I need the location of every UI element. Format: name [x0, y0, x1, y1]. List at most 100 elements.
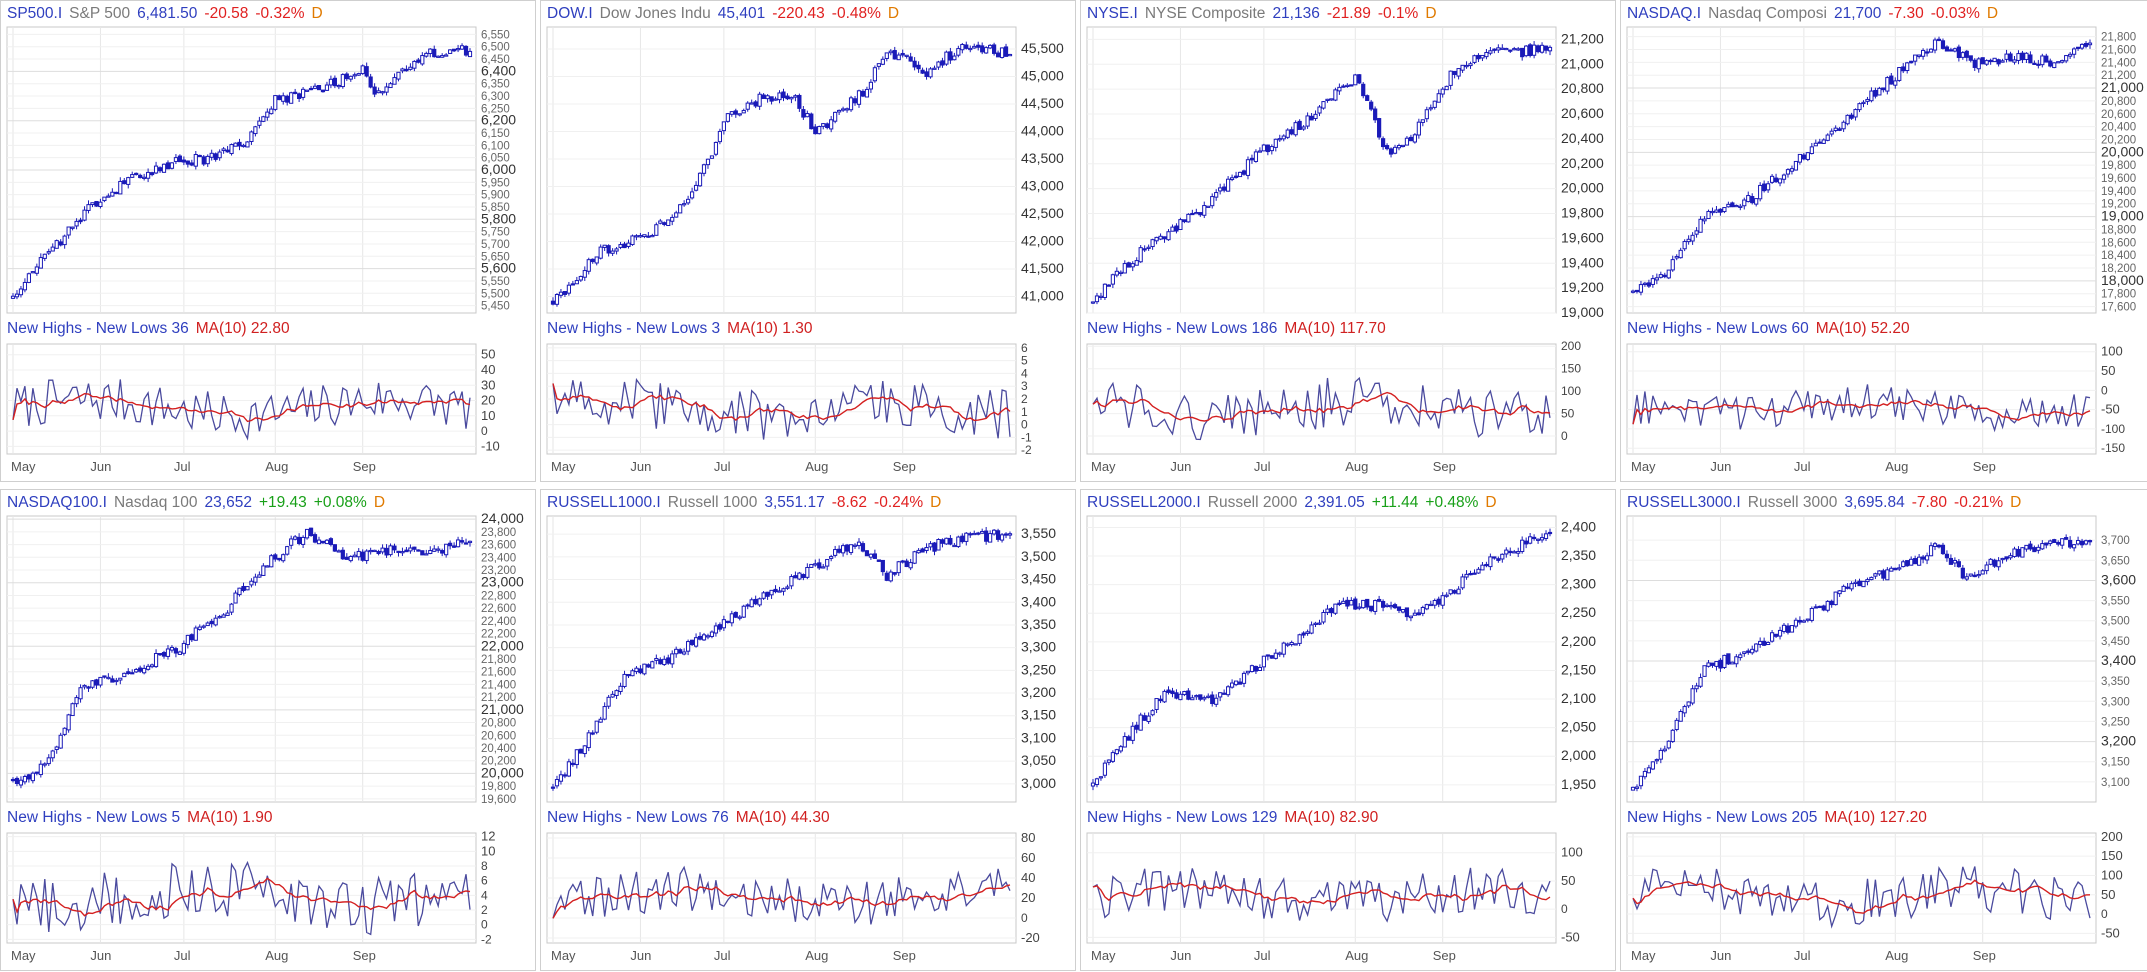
candle-body — [693, 184, 699, 191]
symbol-label[interactable]: NASDAQ.I — [1627, 5, 1702, 22]
price-tick-label: 2,050 — [1561, 719, 1596, 735]
price-tick-label: 23,000 — [481, 574, 524, 590]
month-tick-label: Jun — [1170, 948, 1191, 963]
candle-body — [1162, 236, 1167, 240]
chart-panel-sp500[interactable]: SP500.I S&P 500 6,481.50 -20.58 -0.32% D New H… — [0, 0, 536, 482]
candle-body — [1793, 619, 1799, 627]
candle-body — [801, 109, 806, 118]
candle-body — [1821, 605, 1826, 611]
candle-body — [821, 123, 826, 127]
candle-body — [181, 159, 186, 163]
candle-body — [1984, 564, 1989, 572]
candle-body — [1170, 690, 1175, 695]
candle-body — [1718, 208, 1723, 213]
period-label[interactable]: D — [2010, 494, 2022, 511]
candle-body — [1190, 697, 1195, 701]
candle-body — [658, 220, 663, 224]
candle-body — [1444, 85, 1449, 91]
chart-panel-russell1000[interactable]: RUSSELL1000.I Russell 1000 3,551.17 -8.62 -0… — [540, 489, 1076, 971]
candle-body — [10, 778, 16, 782]
period-label[interactable]: D — [1986, 5, 1999, 22]
symbol-label[interactable]: RUSSELL1000.I — [547, 494, 661, 511]
price-tick-label: 3,150 — [1021, 707, 1056, 723]
candle-body — [1841, 121, 1846, 130]
candle-body — [1730, 202, 1735, 208]
candle-body — [436, 55, 441, 58]
ma10-line — [552, 884, 1011, 919]
period-label[interactable]: D — [1425, 5, 1437, 22]
period-label[interactable]: D — [1485, 494, 1497, 511]
symbol-label[interactable]: RUSSELL2000.I — [1087, 494, 1201, 511]
price-tick-label: 42,500 — [1021, 205, 1064, 221]
candle-body — [1543, 533, 1549, 539]
candle-body — [769, 96, 774, 102]
candle-body — [1662, 748, 1667, 752]
candle-body — [1785, 169, 1791, 175]
chart-svg: May Jun Jul Aug Sep 2,400 2,350 2,300 2,250 2,200… — [1086, 515, 1596, 963]
chart-panel-nasdaq100[interactable]: NASDAQ100.I Nasdaq 100 23,652 +19.43 +0.08% D… — [0, 489, 536, 971]
symbol-label[interactable]: DOW.I — [547, 5, 593, 22]
candle-body — [642, 663, 647, 675]
candle-body — [1007, 533, 1013, 536]
candle-body — [618, 685, 623, 693]
chart-panel-nasdaq[interactable]: NASDAQ.I Nasdaq Composi 21,700 -7.30 -0.03% D… — [1620, 0, 2147, 482]
candle-body — [1106, 759, 1111, 763]
candle-body — [197, 626, 202, 631]
candle-body — [368, 76, 373, 88]
candle-body — [1480, 54, 1485, 59]
candle-body — [948, 51, 953, 61]
last-price: 2,391.05 — [1304, 494, 1365, 511]
candle-body — [765, 591, 770, 597]
month-tick-label: Sep — [353, 948, 376, 963]
chart-panel-nyse[interactable]: NYSE.I NYSE Composite 21,136 -21.89 -0.1% D Ne… — [1080, 0, 1616, 482]
candle-body — [1869, 90, 1874, 102]
candle-body — [177, 155, 183, 163]
nhnl-tick-label: 20 — [481, 393, 495, 408]
candle-body — [273, 554, 278, 560]
candle-body — [844, 544, 850, 552]
candle-body — [999, 534, 1005, 541]
candle-body — [90, 202, 95, 206]
symbol-label[interactable]: NYSE.I — [1087, 5, 1138, 22]
candle-body — [777, 92, 782, 101]
candle-body — [1762, 640, 1767, 646]
candle-body — [2079, 43, 2085, 49]
candle-body — [1400, 144, 1406, 148]
chart-panel-russell3000[interactable]: RUSSELL3000.I Russell 3000 3,695.84 -7.80 -0… — [1620, 489, 2147, 971]
candle-body — [598, 246, 603, 259]
chart-panel-dow[interactable]: DOW.I Dow Jones Indu 45,401 -220.43 -0.48% D N… — [540, 0, 1076, 482]
chart-svg: May Jun Jul Aug Sep 21,000 20,000 19,000 18,000 2… — [1626, 26, 2144, 474]
candle-body — [884, 52, 889, 59]
period-label[interactable]: D — [373, 494, 386, 511]
candle-body — [805, 567, 810, 578]
candle-body — [554, 294, 560, 305]
candle-body — [1142, 715, 1147, 721]
symbol-label[interactable]: NASDAQ100.I — [7, 494, 107, 511]
symbol-label[interactable]: RUSSELL3000.I — [1627, 494, 1741, 511]
symbol-label[interactable]: SP500.I — [7, 5, 63, 22]
period-label[interactable]: D — [311, 5, 323, 22]
nhnl-tick-label: -150 — [2101, 441, 2125, 455]
price-tick-label: 20,600 — [481, 730, 516, 742]
price-tick-label: 2,000 — [1561, 747, 1596, 763]
candle-body — [1289, 129, 1294, 135]
period-label[interactable]: D — [887, 5, 900, 22]
candle-body — [1508, 550, 1513, 554]
candle-body — [94, 200, 99, 207]
candle-body — [697, 635, 703, 640]
nhnl-tick-label: 0 — [481, 918, 488, 932]
candle-body — [1547, 46, 1553, 52]
candle-body — [62, 727, 67, 735]
candle-body — [566, 284, 571, 294]
price-tick-label: 5,900 — [481, 190, 510, 202]
candle-body — [697, 172, 703, 187]
nhnl-series-line — [1092, 867, 1551, 923]
nhnl-header: New Highs - New Lows 76 MA(10) 44.30 — [547, 809, 837, 827]
candle-body — [1162, 690, 1167, 703]
chart-panel-russell2000[interactable]: RUSSELL2000.I Russell 2000 2,391.05 +11.44 +… — [1080, 489, 1616, 971]
ma10-line — [552, 383, 1011, 422]
period-label[interactable]: D — [930, 494, 942, 511]
candle-body — [721, 619, 726, 629]
candle-body — [904, 54, 909, 57]
candle-body — [1277, 138, 1282, 141]
